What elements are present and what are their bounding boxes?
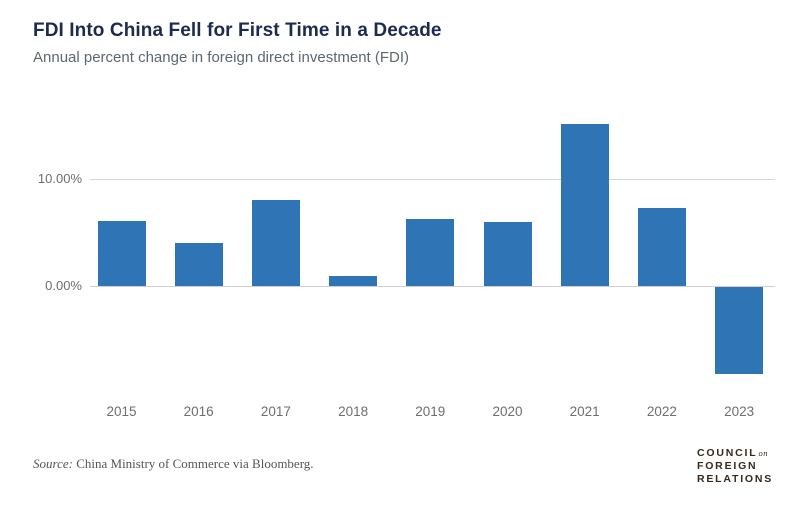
bar-2022 — [637, 207, 686, 286]
x-tick-label-2016: 2016 — [183, 404, 214, 419]
gridline-0pct — [90, 286, 775, 287]
logo-line-1: COUNCILon — [697, 447, 768, 459]
source-label: Source: — [33, 456, 73, 471]
x-tick-label-2019: 2019 — [415, 404, 446, 419]
x-tick-label-2018: 2018 — [338, 404, 369, 419]
bar-2023 — [715, 287, 764, 374]
gridline-10pct — [90, 179, 775, 180]
bar-2018 — [329, 276, 378, 286]
logo-line-3: RELATIONS — [697, 473, 774, 485]
bar-2020 — [483, 221, 532, 286]
x-tick-label-2021: 2021 — [569, 404, 600, 419]
x-tick-label-2022: 2022 — [646, 404, 677, 419]
bar-2015 — [97, 220, 146, 286]
bar-2021 — [560, 124, 609, 286]
chart-title: FDI Into China Fell for First Time in a … — [33, 20, 442, 41]
x-tick-label-2023: 2023 — [724, 404, 755, 419]
y-tick-label-0: 0.00% — [45, 278, 82, 293]
y-tick-label-10: 10.00% — [37, 171, 82, 186]
bar-2016 — [174, 243, 223, 286]
bar-2019 — [406, 218, 455, 286]
chart-subtitle: Annual percent change in foreign direct … — [33, 49, 410, 66]
logo-conjunction: on — [758, 448, 768, 458]
cfr-logo: COUNCILon FOREIGN RELATIONS — [697, 447, 773, 486]
x-tick-label-2017: 2017 — [260, 404, 291, 419]
x-tick-label-2020: 2020 — [492, 404, 523, 419]
logo-line-2: FOREIGN — [697, 460, 758, 472]
bar-2017 — [251, 200, 300, 286]
source-text: China Ministry of Commerce via Bloomberg… — [72, 456, 314, 471]
x-tick-label-2015: 2015 — [106, 404, 137, 419]
source-note: Source: China Ministry of Commerce via B… — [33, 456, 314, 472]
